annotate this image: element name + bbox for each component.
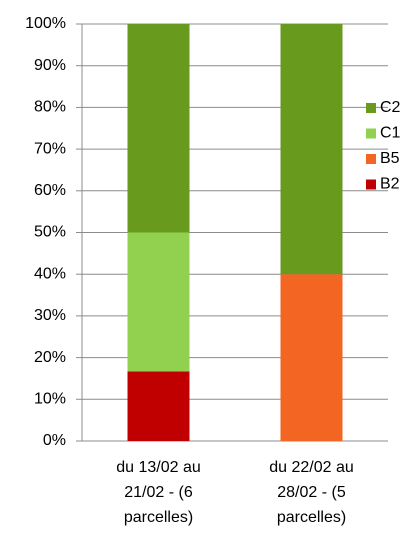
y-tick-label: 90%: [34, 57, 66, 74]
bar-segment: [280, 274, 343, 441]
legend-swatch: [366, 128, 376, 139]
bar-segment: [280, 24, 343, 275]
y-tick-label: 100%: [25, 15, 66, 32]
x-tick-label: du 13/02 au: [116, 459, 201, 476]
y-tick-label: 0%: [43, 432, 66, 449]
y-tick-label: 50%: [34, 224, 66, 241]
legend-label: C2: [380, 99, 401, 116]
x-tick-label: parcelles): [124, 509, 193, 526]
y-tick-label: 40%: [34, 265, 66, 282]
bar-segment: [127, 232, 190, 372]
x-tick-label: 28/02 - (5: [277, 484, 346, 501]
y-tick-label: 70%: [34, 140, 66, 157]
x-tick-label: du 22/02 au: [269, 459, 354, 476]
y-tick-label: 60%: [34, 182, 66, 199]
y-tick-label: 30%: [34, 307, 66, 324]
x-tick-label: 21/02 - (6: [124, 484, 193, 501]
bar-segment: [127, 24, 190, 233]
legend-swatch: [366, 179, 376, 190]
bar-segment: [127, 371, 190, 441]
legend-swatch: [366, 103, 376, 113]
y-tick-label: 80%: [34, 99, 66, 116]
legend-label: C1: [380, 125, 401, 142]
legend-label: B5: [380, 150, 400, 167]
x-tick-label: parcelles): [277, 509, 346, 526]
legend-label: B2: [380, 176, 400, 193]
legend-swatch: [366, 154, 376, 164]
y-tick-label: 10%: [34, 391, 66, 408]
y-tick-label: 20%: [34, 349, 66, 366]
